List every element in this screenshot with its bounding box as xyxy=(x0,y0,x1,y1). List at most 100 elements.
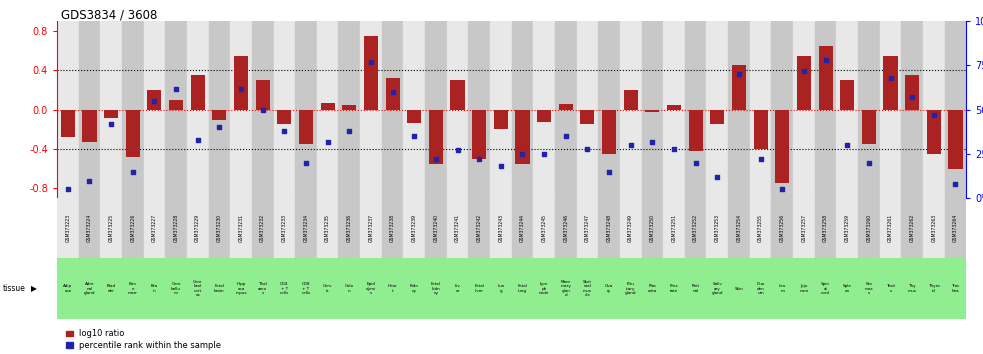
Bar xyxy=(711,110,724,125)
Bar xyxy=(815,198,837,258)
Text: GSM373234: GSM373234 xyxy=(304,214,309,242)
Text: GSM373233: GSM373233 xyxy=(282,214,287,242)
Text: Hipp
oca
mpus: Hipp oca mpus xyxy=(235,282,247,295)
Bar xyxy=(493,110,508,130)
Bar xyxy=(880,258,901,319)
Text: GSM373243: GSM373243 xyxy=(498,214,503,242)
Text: Fetal
kidn
ey: Fetal kidn ey xyxy=(431,282,440,295)
Point xyxy=(449,148,465,153)
Bar xyxy=(364,36,378,110)
Bar xyxy=(122,258,144,319)
Bar xyxy=(57,21,79,198)
Bar xyxy=(425,198,446,258)
Bar xyxy=(555,258,577,319)
Bar xyxy=(515,110,530,164)
Bar xyxy=(126,110,140,157)
Text: Skin: Skin xyxy=(734,286,743,291)
Bar xyxy=(208,258,230,319)
Text: GSM373245: GSM373245 xyxy=(542,214,547,242)
Point xyxy=(82,178,97,183)
Bar xyxy=(707,258,728,319)
Bar xyxy=(317,258,338,319)
Bar xyxy=(252,258,273,319)
Text: Testi
s: Testi s xyxy=(886,284,896,293)
Bar xyxy=(147,90,161,110)
Bar xyxy=(728,258,750,319)
Bar xyxy=(212,110,226,120)
Point xyxy=(948,181,963,187)
Point xyxy=(406,133,422,139)
Bar xyxy=(79,21,100,198)
Text: tissue: tissue xyxy=(3,284,26,293)
Bar xyxy=(819,46,833,110)
Point xyxy=(623,142,639,148)
Point xyxy=(125,169,141,175)
Point xyxy=(428,156,443,162)
Bar xyxy=(446,258,468,319)
Bar xyxy=(620,21,642,198)
Bar xyxy=(923,258,945,319)
Bar xyxy=(104,110,118,118)
Text: GSM373228: GSM373228 xyxy=(174,214,179,242)
Point xyxy=(276,128,292,134)
Text: CD8
+ T
cells: CD8 + T cells xyxy=(302,282,311,295)
Bar xyxy=(79,198,100,258)
Bar xyxy=(858,198,880,258)
Bar xyxy=(403,21,425,198)
Bar xyxy=(858,21,880,198)
Bar xyxy=(230,21,252,198)
Bar xyxy=(299,110,313,144)
Bar xyxy=(273,21,295,198)
Bar xyxy=(793,21,815,198)
Bar xyxy=(840,80,854,110)
Text: GSM373235: GSM373235 xyxy=(325,214,330,242)
Bar xyxy=(407,110,422,122)
Bar xyxy=(187,21,208,198)
Bar xyxy=(555,21,577,198)
Bar xyxy=(728,198,750,258)
Bar xyxy=(468,21,490,198)
Bar xyxy=(256,80,269,110)
Bar xyxy=(165,21,187,198)
Bar xyxy=(577,198,599,258)
Bar xyxy=(837,258,858,319)
Bar xyxy=(511,21,534,198)
Bar xyxy=(880,21,901,198)
Bar xyxy=(79,258,100,319)
Text: GSM373242: GSM373242 xyxy=(477,214,482,242)
Text: Ova
ry: Ova ry xyxy=(605,284,613,293)
Bar xyxy=(945,198,966,258)
Point xyxy=(666,146,682,152)
Bar xyxy=(57,198,79,258)
Bar xyxy=(905,75,919,110)
Bar xyxy=(490,258,511,319)
Text: Mam
mary
glan
d: Mam mary glan d xyxy=(560,280,571,297)
Bar xyxy=(577,258,599,319)
Bar xyxy=(381,21,403,198)
Point xyxy=(60,187,76,192)
Bar xyxy=(191,75,204,110)
Point xyxy=(904,95,920,100)
Text: GSM373253: GSM373253 xyxy=(715,214,720,242)
Bar xyxy=(580,110,595,125)
Bar xyxy=(320,103,334,110)
Point xyxy=(319,139,335,144)
Text: ▶: ▶ xyxy=(31,284,37,293)
Bar xyxy=(511,258,534,319)
Bar xyxy=(815,21,837,198)
Point xyxy=(818,57,834,63)
Text: GSM373229: GSM373229 xyxy=(196,214,201,242)
Bar xyxy=(728,21,750,198)
Text: CD4
+ T
cells: CD4 + T cells xyxy=(280,282,289,295)
Bar xyxy=(945,258,966,319)
Text: Pitu
itary
gland: Pitu itary gland xyxy=(625,282,636,295)
Text: GSM373251: GSM373251 xyxy=(671,214,676,242)
Bar xyxy=(599,21,620,198)
Bar xyxy=(772,258,793,319)
Bar xyxy=(858,258,880,319)
Text: GSM373230: GSM373230 xyxy=(217,214,222,242)
Bar xyxy=(100,21,122,198)
Text: Jeju
num: Jeju num xyxy=(799,284,809,293)
Text: Thy
mus: Thy mus xyxy=(907,284,916,293)
Bar xyxy=(707,198,728,258)
